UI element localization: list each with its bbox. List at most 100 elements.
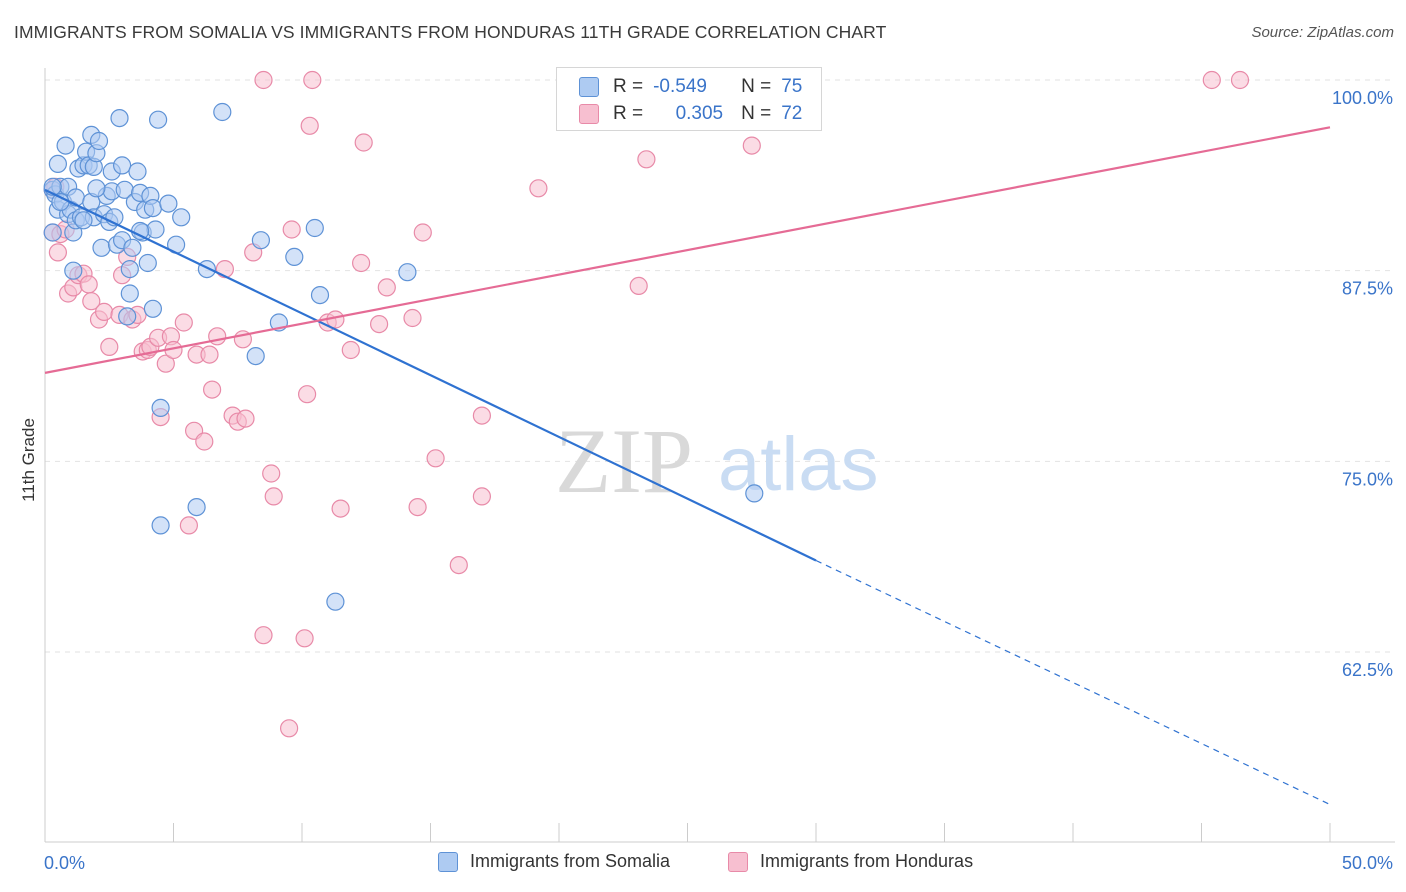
- source-label: Source: ZipAtlas.com: [1251, 24, 1394, 41]
- legend-row-honduras: R = 0.305 N = 72: [579, 101, 802, 127]
- honduras-point: [203, 380, 222, 399]
- chart-title: IMMIGRANTS FROM SOMALIA VS IMMIGRANTS FR…: [14, 22, 887, 42]
- r-label: R =: [613, 76, 644, 97]
- honduras-point: [82, 292, 101, 311]
- honduras-point: [1230, 70, 1250, 90]
- honduras-point: [1202, 70, 1221, 90]
- somalia-point: [310, 286, 330, 305]
- somalia-point: [398, 263, 417, 282]
- honduras-point: [215, 260, 234, 279]
- honduras-point: [264, 487, 283, 506]
- x-tick-label: 50.0%: [1342, 853, 1393, 873]
- honduras-legend-swatch: [728, 851, 748, 872]
- somalia-trend-line: [44, 188, 817, 562]
- somalia-point: [187, 498, 206, 517]
- r-label: R =: [613, 103, 644, 124]
- somalia-point: [149, 110, 168, 129]
- legend-row-somalia: R = -0.549 N = 75: [579, 74, 802, 100]
- honduras-point: [408, 498, 427, 517]
- honduras-point: [254, 70, 273, 90]
- somalia-point: [246, 347, 265, 366]
- somalia-point: [159, 194, 178, 213]
- somalia-legend-label: Immigrants from Somalia: [470, 851, 671, 871]
- honduras-point: [426, 449, 445, 468]
- honduras-point: [156, 354, 175, 373]
- watermark-zip: ZIP: [555, 410, 693, 512]
- bottom-legend-honduras: Immigrants from Honduras: [728, 851, 973, 872]
- x-tick-label: 0.0%: [44, 853, 85, 873]
- somalia-point: [112, 156, 132, 175]
- somalia-point: [251, 231, 270, 250]
- honduras-point: [298, 385, 317, 404]
- honduras-point: [254, 626, 273, 645]
- honduras-point: [341, 340, 360, 360]
- somalia-r-value: -0.549: [653, 76, 707, 97]
- honduras-point: [472, 406, 491, 425]
- honduras-point: [282, 220, 301, 239]
- honduras-point: [637, 150, 656, 169]
- honduras-point: [403, 308, 422, 328]
- somalia-point: [143, 199, 162, 218]
- somalia-point: [146, 220, 165, 239]
- y-tick-label: 100.0%: [1332, 88, 1393, 108]
- somalia-points: [43, 102, 764, 611]
- somalia-point: [92, 238, 111, 257]
- somalia-point: [131, 221, 150, 241]
- tick-labels: 62.5% 75.0% 87.5% 100.0% 0.0% 50.0%: [44, 88, 1393, 873]
- correlation-legend: R = -0.549 N = 75 R = 0.305 N = 72: [556, 67, 822, 131]
- y-tick-label: 87.5%: [1342, 279, 1393, 299]
- honduras-point: [48, 243, 68, 262]
- y-axis-label: 11th Grade: [19, 418, 38, 502]
- honduras-point: [179, 516, 198, 535]
- somalia-point: [43, 223, 62, 242]
- honduras-point: [303, 70, 322, 90]
- honduras-point: [195, 432, 214, 451]
- n-label: N =: [741, 76, 772, 97]
- somalia-trend-extension: [815, 559, 1331, 806]
- honduras-point: [331, 499, 350, 518]
- bottom-legend-somalia: Immigrants from Somalia: [438, 851, 670, 872]
- honduras-point: [472, 487, 491, 506]
- somalia-point: [285, 247, 304, 266]
- honduras-r-value: 0.305: [675, 103, 724, 124]
- trend-lines: [44, 126, 1331, 806]
- somalia-point: [74, 211, 93, 230]
- somalia-point: [89, 131, 109, 151]
- honduras-point: [94, 302, 114, 321]
- somalia-point: [213, 102, 232, 122]
- somalia-swatch: [579, 77, 599, 97]
- somalia-point: [151, 398, 170, 417]
- somalia-point: [110, 108, 129, 128]
- honduras-point: [79, 275, 98, 294]
- honduras-point: [629, 276, 648, 295]
- honduras-point: [100, 337, 119, 356]
- somalia-point: [123, 238, 142, 257]
- honduras-point: [300, 116, 319, 135]
- somalia-point: [305, 218, 324, 238]
- somalia-n-value: 75: [781, 76, 803, 97]
- somalia-point: [745, 484, 764, 503]
- honduras-point: [449, 555, 468, 575]
- somalia-point: [143, 299, 162, 318]
- honduras-point: [370, 315, 389, 334]
- honduras-point: [413, 223, 432, 242]
- somalia-point: [87, 179, 106, 198]
- honduras-point: [295, 629, 314, 648]
- somalia-point: [48, 154, 68, 173]
- honduras-points: [43, 70, 1250, 738]
- honduras-legend-label: Immigrants from Honduras: [760, 851, 974, 871]
- somalia-point: [120, 284, 139, 303]
- honduras-point: [529, 179, 548, 198]
- watermark: ZIP atlas: [555, 410, 879, 512]
- honduras-point: [354, 133, 373, 152]
- somalia-legend-swatch: [438, 851, 458, 872]
- axes: [44, 68, 1395, 843]
- somalia-point: [56, 136, 75, 155]
- somalia-point: [172, 208, 191, 227]
- n-label: N =: [741, 103, 772, 124]
- somalia-point: [197, 260, 216, 279]
- somalia-point: [138, 253, 157, 273]
- somalia-point: [128, 162, 147, 181]
- honduras-point: [280, 719, 299, 738]
